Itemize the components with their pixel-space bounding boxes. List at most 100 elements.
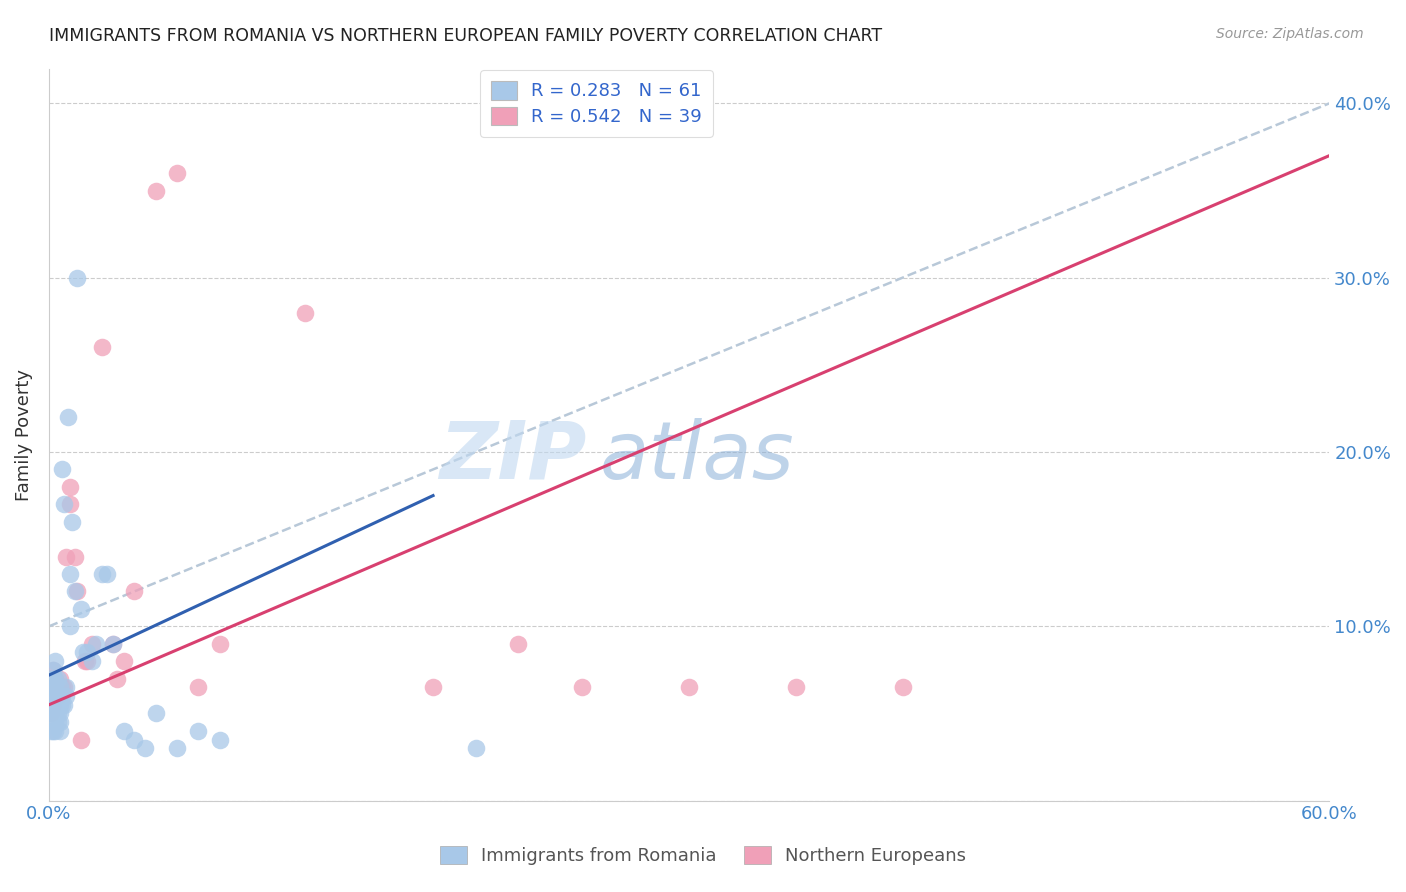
Point [46,681,69,695]
Point [46,698,69,712]
Point [48,689,70,703]
Point [44,715,66,730]
Point [59,567,82,582]
Point [55,549,77,564]
Point [76,645,98,659]
Point [112,654,135,668]
Point [52,681,75,695]
Point [44,672,66,686]
Point [70,602,93,616]
Point [51,689,73,703]
Point [63,584,86,599]
Point [39,672,62,686]
Point [48,681,70,695]
Point [166,741,188,756]
Point [42,706,65,721]
Legend: R = 0.283   N = 61, R = 0.542   N = 39: R = 0.283 N = 61, R = 0.542 N = 39 [481,70,713,136]
Point [59,619,82,633]
Point [46,715,69,730]
Point [46,706,69,721]
Text: atlas: atlas [599,417,794,496]
Point [208,732,231,747]
Point [96,567,118,582]
Point [48,672,70,686]
Point [39,689,62,703]
Point [124,584,146,599]
Point [66,270,89,285]
Point [39,681,62,695]
Point [44,681,66,695]
Point [52,497,75,511]
Point [42,663,65,677]
Point [44,672,66,686]
Point [145,706,167,721]
Text: Source: ZipAtlas.com: Source: ZipAtlas.com [1216,27,1364,41]
Point [80,654,103,668]
Point [208,637,231,651]
Point [42,681,65,695]
Point [59,497,82,511]
Point [48,698,70,712]
Point [42,663,65,677]
Point [42,681,65,695]
Y-axis label: Family Poverty: Family Poverty [15,368,32,500]
Point [44,689,66,703]
Point [55,681,77,695]
Point [44,723,66,738]
Point [66,584,89,599]
Point [44,706,66,721]
Point [46,672,69,686]
Point [42,672,65,686]
Point [48,706,70,721]
Point [166,166,188,180]
Point [80,637,103,651]
Point [294,305,316,319]
Legend: Immigrants from Romania, Northern Europeans: Immigrants from Romania, Northern Europe… [433,838,973,872]
Point [39,698,62,712]
Point [124,732,146,747]
Point [39,672,62,686]
Point [891,681,914,695]
Point [62,515,84,529]
Point [46,689,69,703]
Point [56,410,79,425]
Point [42,698,65,712]
Point [46,689,69,703]
Point [48,681,70,695]
Point [44,698,66,712]
Point [39,723,62,738]
Point [464,741,486,756]
Text: IMMIGRANTS FROM ROMANIA VS NORTHERN EUROPEAN FAMILY POVERTY CORRELATION CHART: IMMIGRANTS FROM ROMANIA VS NORTHERN EURO… [49,27,883,45]
Point [51,681,73,695]
Point [75,654,97,668]
Point [101,637,124,651]
Point [72,645,94,659]
Point [51,698,73,712]
Point [63,549,86,564]
Point [39,706,62,721]
Point [52,698,75,712]
Point [44,654,66,668]
Point [112,723,135,738]
Point [44,681,66,695]
Point [59,480,82,494]
Point [51,462,73,476]
Point [84,637,107,651]
Point [508,637,530,651]
Point [39,689,62,703]
Point [145,184,167,198]
Point [571,681,593,695]
Point [39,706,62,721]
Point [48,715,70,730]
Point [678,681,700,695]
Point [105,672,128,686]
Point [91,340,114,354]
Point [187,681,209,695]
Point [785,681,807,695]
Point [91,567,114,582]
Point [76,654,98,668]
Point [55,689,77,703]
Point [101,637,124,651]
Point [42,698,65,712]
Point [187,723,209,738]
